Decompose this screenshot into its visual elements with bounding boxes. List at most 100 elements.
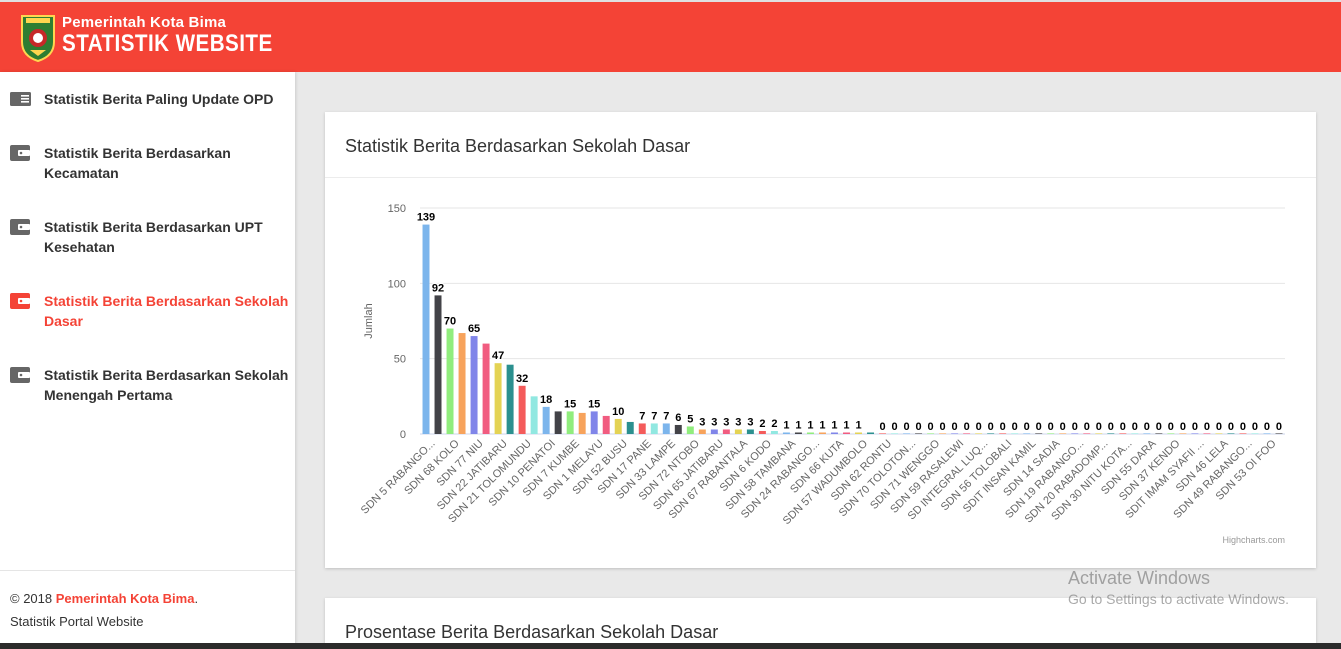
data-label: 0 <box>1000 421 1006 433</box>
sidebar-item-label: Statistik Berita Berdasarkan Sekolah Das… <box>44 293 289 329</box>
sidebar-item-upt-kesehatan[interactable]: Statistik Berita Berdasarkan UPT Kesehat… <box>0 217 295 257</box>
taskbar <box>0 643 1341 649</box>
bar <box>746 429 754 434</box>
bar <box>794 432 802 434</box>
bar <box>963 433 971 434</box>
bar <box>650 423 658 434</box>
bar <box>1203 433 1211 434</box>
y-tick-label: 0 <box>400 429 406 441</box>
data-label: 2 <box>771 418 777 430</box>
data-label: 0 <box>1264 421 1270 433</box>
sidebar-item-label: Statistik Berita Berdasarkan UPT Kesehat… <box>44 219 263 255</box>
bar <box>626 421 634 434</box>
data-label: 0 <box>1024 421 1030 433</box>
bar <box>1263 433 1271 434</box>
bar <box>530 396 538 434</box>
data-label: 0 <box>1216 421 1222 433</box>
bar <box>662 423 670 434</box>
sidebar-item-sekolah-dasar[interactable]: Statistik Berita Berdasarkan Sekolah Das… <box>0 291 295 331</box>
data-label: 0 <box>1144 421 1150 433</box>
data-label: 3 <box>699 416 705 428</box>
data-label: 0 <box>928 421 934 433</box>
copyright-text: © 2018 <box>10 591 56 606</box>
bar <box>1047 433 1055 434</box>
copyright-dot: . <box>194 591 199 606</box>
bar <box>939 433 947 434</box>
bar <box>1227 433 1235 434</box>
bar <box>830 432 838 434</box>
bar <box>806 432 814 434</box>
bar <box>710 429 718 434</box>
y-tick-label: 100 <box>388 278 406 290</box>
bar <box>1143 433 1151 434</box>
bar <box>1095 433 1103 434</box>
data-label: 0 <box>1012 421 1018 433</box>
bar <box>674 424 682 434</box>
data-label: 0 <box>964 421 970 433</box>
data-label: 0 <box>1204 421 1210 433</box>
data-label: 0 <box>1120 421 1126 433</box>
data-label: 0 <box>1252 421 1258 433</box>
bar <box>758 430 766 434</box>
data-label: 70 <box>444 316 456 328</box>
bar <box>1155 433 1163 434</box>
bar <box>927 433 935 434</box>
data-label: 7 <box>651 410 657 422</box>
sidebar-item-update-opd[interactable]: Statistik Berita Paling Update OPD <box>0 89 295 109</box>
bar <box>770 430 778 434</box>
y-axis-title: Jumlah <box>363 303 375 338</box>
bar <box>1239 433 1247 434</box>
data-label: 0 <box>1084 421 1090 433</box>
footer-subtitle: Statistik Portal Website <box>10 614 144 629</box>
data-label: 0 <box>1168 421 1174 433</box>
bar <box>1215 433 1223 434</box>
bar <box>470 336 478 434</box>
data-label: 3 <box>735 416 741 428</box>
data-label: 10 <box>612 406 624 418</box>
bar <box>638 423 646 434</box>
sidebar: Statistik Berita Paling Update OPD Stati… <box>0 72 295 649</box>
brand-title[interactable]: STATISTIK WEBSITE <box>62 30 273 57</box>
data-label: 0 <box>1156 421 1162 433</box>
activate-subtitle: Go to Settings to activate Windows. <box>1068 591 1289 607</box>
bar <box>855 432 862 434</box>
bar <box>614 418 622 434</box>
data-label: 0 <box>1132 421 1138 433</box>
wallet-icon <box>10 367 30 383</box>
data-label: 15 <box>564 398 576 410</box>
bar <box>698 429 706 434</box>
data-label: 0 <box>1096 421 1102 433</box>
wallet-icon <box>10 145 30 161</box>
data-label: 0 <box>1048 421 1054 433</box>
data-label: 7 <box>663 410 669 422</box>
bar <box>1011 433 1019 434</box>
card-divider <box>325 177 1316 178</box>
header-bar: Pemerintah Kota Bima STATISTIK WEBSITE <box>0 0 1341 72</box>
data-label: 1 <box>855 419 861 431</box>
data-label: 0 <box>1192 421 1198 433</box>
data-label: 0 <box>1240 421 1246 433</box>
sidebar-item-kecamatan[interactable]: Statistik Berita Berdasarkan Kecamatan <box>0 143 295 183</box>
bar <box>1275 433 1283 434</box>
data-label: 0 <box>952 421 958 433</box>
data-label: 0 <box>891 421 897 433</box>
data-label: 0 <box>940 421 946 433</box>
data-label: 3 <box>747 416 753 428</box>
bar <box>734 429 742 434</box>
data-label: 0 <box>1228 421 1234 433</box>
bar <box>482 343 490 434</box>
data-label: 2 <box>759 418 765 430</box>
bar <box>566 411 574 434</box>
card-title: Prosentase Berita Berdasarkan Sekolah Da… <box>345 622 719 642</box>
bar <box>891 433 899 434</box>
sidebar-item-smp[interactable]: Statistik Berita Berdasarkan Sekolah Men… <box>0 365 295 405</box>
bar <box>722 429 730 434</box>
data-label: 0 <box>1180 421 1186 433</box>
city-emblem-icon <box>21 15 55 62</box>
activate-windows-watermark: Activate Windows Go to Settings to activ… <box>1068 568 1289 607</box>
highcharts-credit: Highcharts.com <box>1222 535 1285 545</box>
data-label: 1 <box>795 419 801 431</box>
bar <box>1131 433 1139 434</box>
org-link[interactable]: Pemerintah Kota Bima <box>55 591 195 606</box>
bar <box>602 415 610 434</box>
